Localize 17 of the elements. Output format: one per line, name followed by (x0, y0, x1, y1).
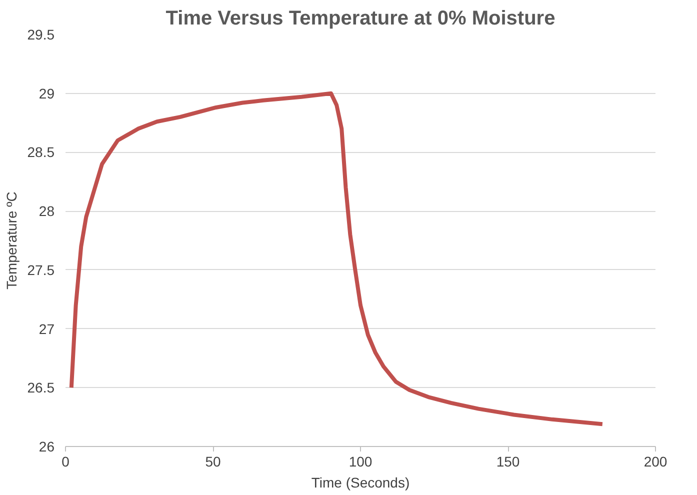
x-tick-label: 200 (644, 454, 668, 470)
line-series (69, 91, 604, 426)
x-tick-label: 100 (348, 454, 372, 470)
x-tick-label: 150 (496, 454, 520, 470)
x-tick-label: 0 (62, 454, 70, 470)
y-tick-label: 29 (38, 85, 55, 102)
chart-title: Time Versus Temperature at 0% Moisture (166, 8, 556, 30)
y-axis-title: Temperature ºC (3, 192, 20, 290)
y-tick-label: 26.5 (27, 380, 55, 396)
x-tick-label: 50 (205, 454, 221, 470)
x-axis-title: Time (Seconds) (311, 474, 410, 490)
y-tick-label: 27.5 (27, 262, 55, 278)
y-tick-label: 27 (38, 320, 55, 337)
y-tick-label: 29.5 (27, 26, 55, 42)
y-tick-label: 28 (38, 203, 55, 220)
y-tick-label: 28.5 (27, 144, 55, 160)
y-tick-label: 26 (38, 438, 55, 454)
